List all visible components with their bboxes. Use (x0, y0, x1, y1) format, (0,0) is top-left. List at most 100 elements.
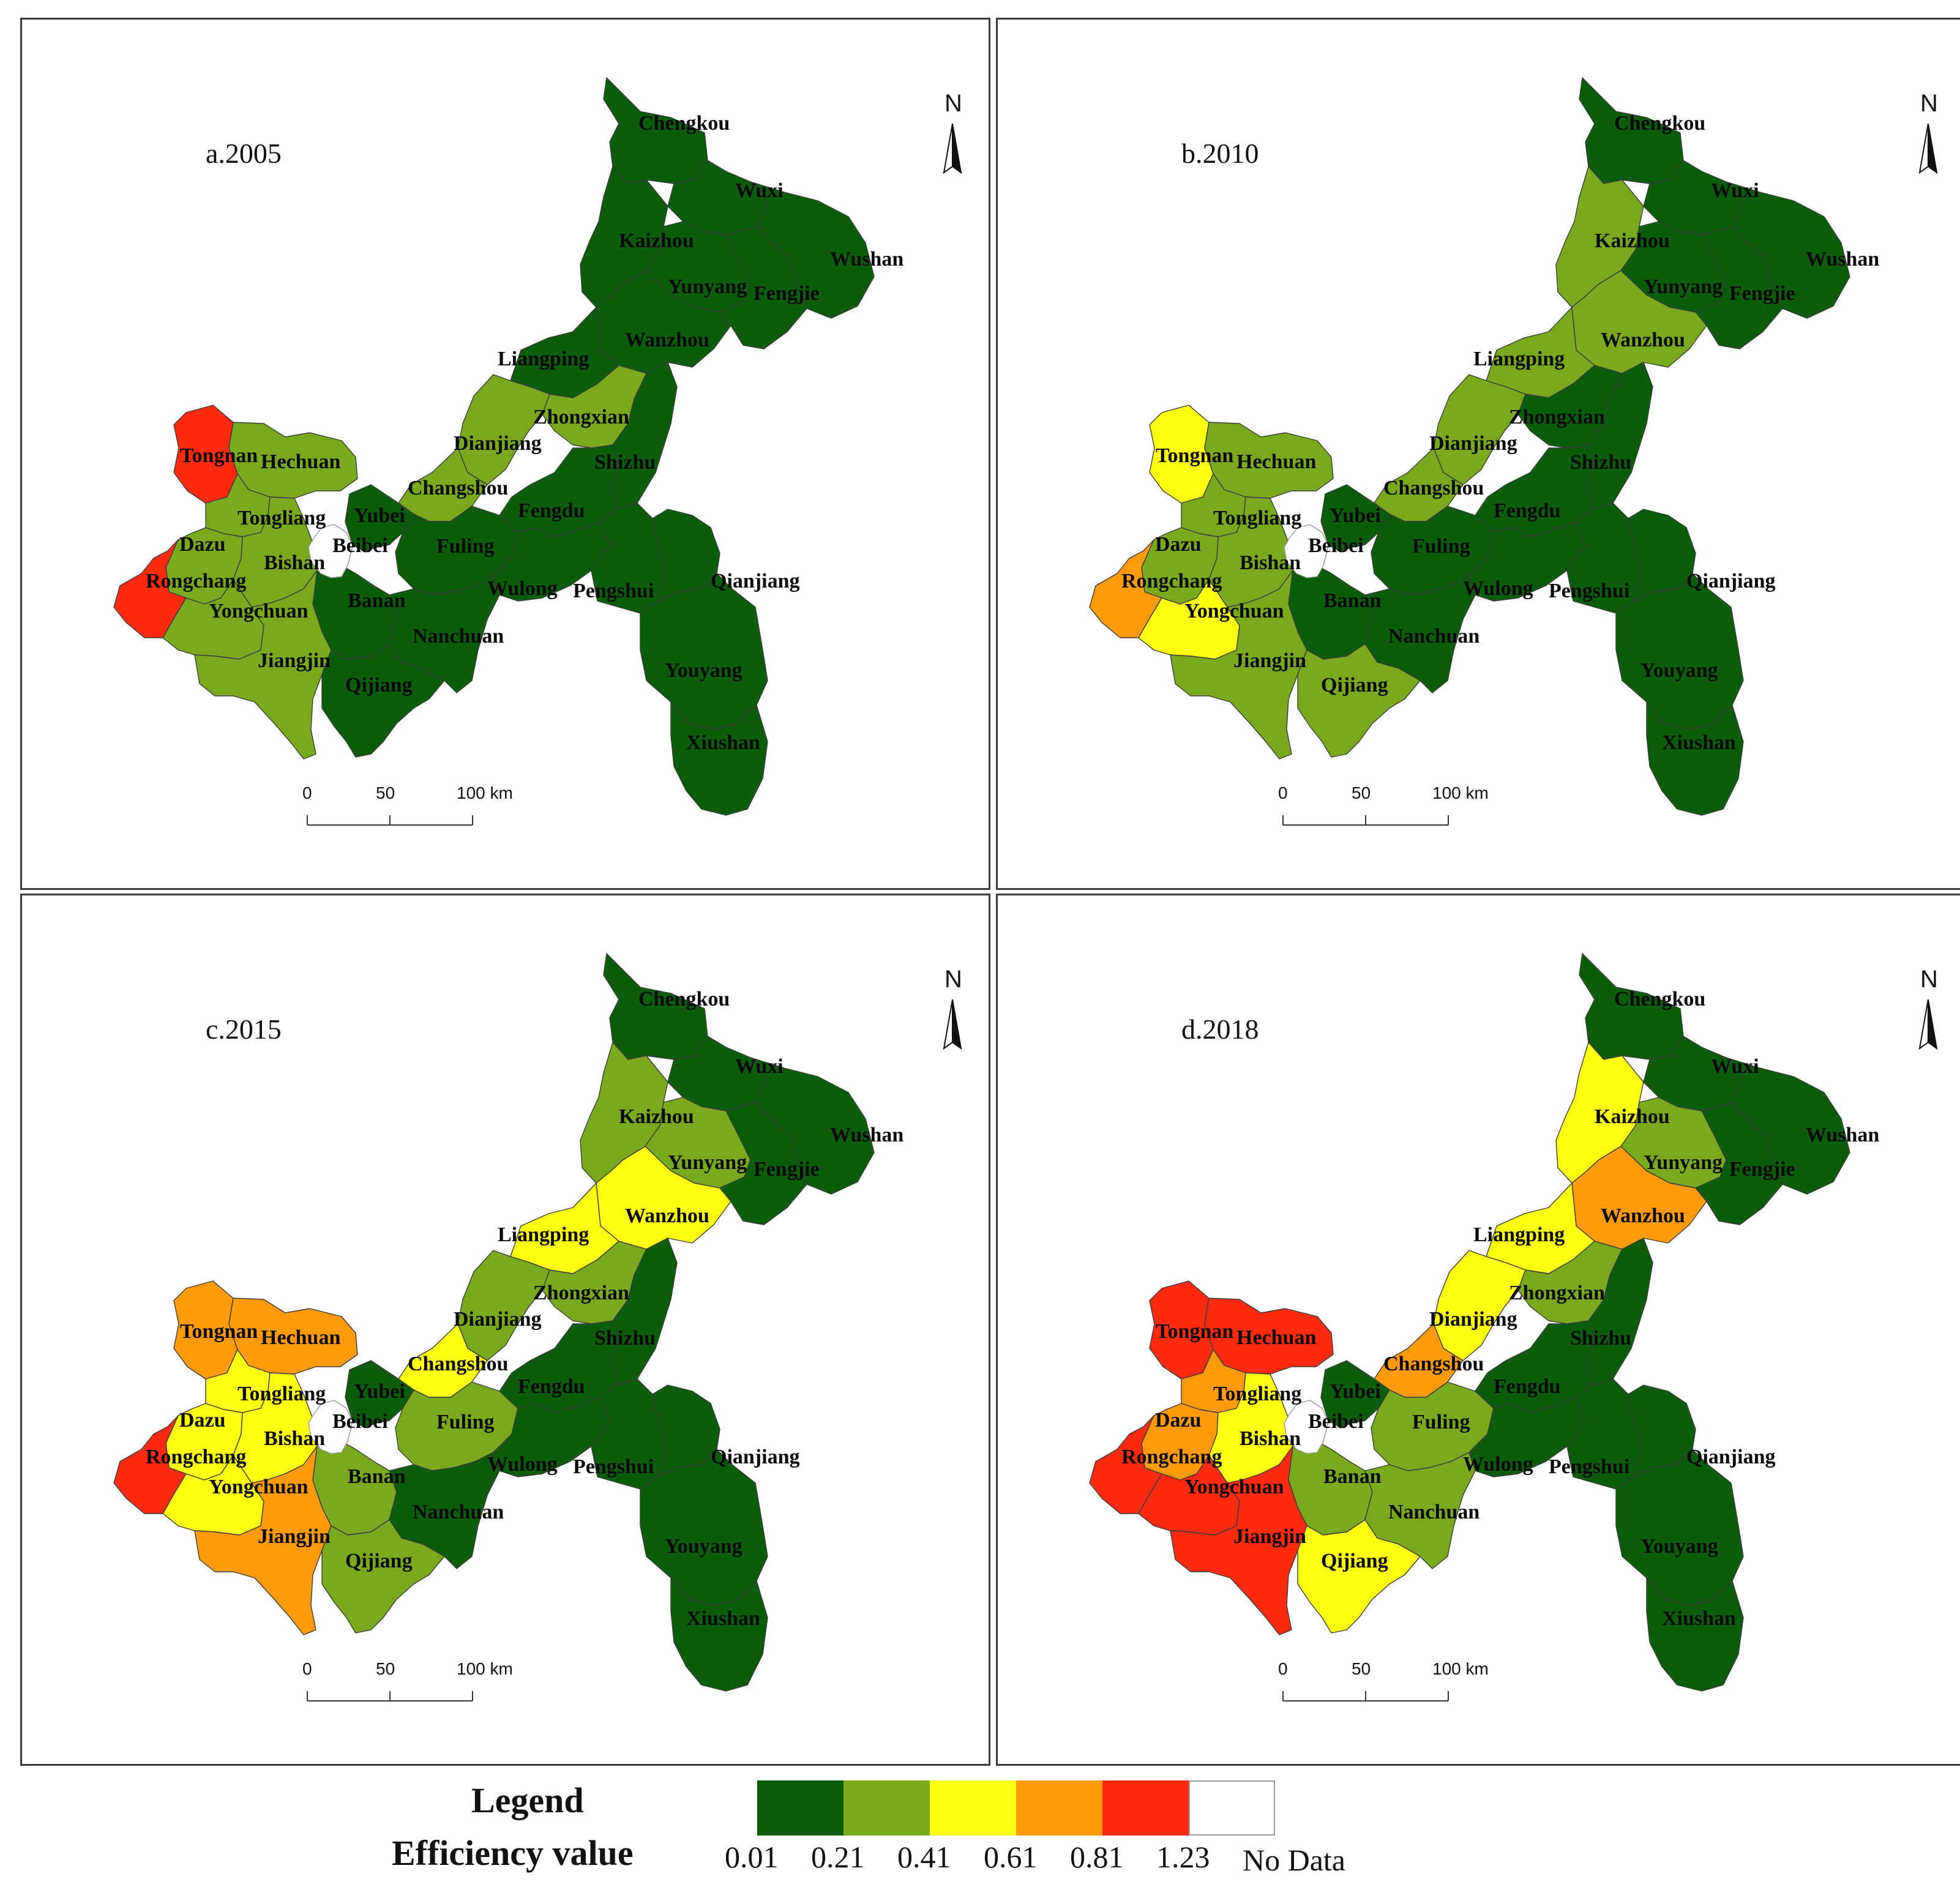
district-label: Pengshui (1549, 580, 1629, 602)
district-label: Qijiang (345, 674, 413, 697)
district-label: Banan (348, 589, 406, 612)
district-label: Rongchang (146, 1446, 246, 1468)
district-label: Shizhu (594, 451, 656, 474)
district-label: Youyang (1640, 1535, 1718, 1558)
scale-label: 50 (376, 1659, 395, 1678)
district-yubei (345, 1360, 414, 1429)
district-label: Dianjiang (1429, 432, 1517, 455)
district-label: Fengdu (518, 1375, 585, 1398)
district-label: Rongchang (1121, 570, 1222, 592)
north-label: N (944, 966, 962, 993)
district-label: Bishan (1240, 551, 1301, 574)
district-label: Rongchang (146, 570, 246, 592)
district-label: Pengshui (573, 580, 654, 602)
district-label: Zhongxian (533, 406, 629, 428)
legend-swatch (1189, 1780, 1275, 1836)
district-label: Dianjiang (454, 1308, 542, 1331)
district-label: Tongnan (180, 1320, 258, 1343)
district-label: Tongnan (180, 444, 258, 467)
legend-nodata-label: No Data (1243, 1843, 1345, 1877)
district-label: Fengjie (1729, 282, 1795, 305)
north-label: N (1920, 966, 1938, 993)
legend-swatch (1016, 1780, 1102, 1836)
north-arrow-icon (1918, 123, 1938, 174)
district-label: Banan (348, 1465, 406, 1488)
north-label: N (944, 90, 962, 117)
legend-swatch (1102, 1780, 1189, 1836)
district-label: Tongliang (1213, 507, 1301, 529)
district-label: Nanchuan (1388, 625, 1479, 648)
panel-title: b.2010 (1181, 138, 1259, 169)
district-map: Chengkou Wuxi Wushan Kaizhou Yunyang Fengjie W… (113, 953, 962, 1701)
district-label: Dianjiang (1429, 1308, 1517, 1331)
district-label: Youyang (665, 659, 742, 682)
district-xiushan (670, 701, 768, 816)
district-label: Fengdu (1494, 1375, 1561, 1398)
district-label: Pengshui (1549, 1455, 1629, 1478)
district-label: Xiushan (1662, 1607, 1736, 1630)
district-label: Beibei (332, 1410, 388, 1433)
district-urban (1284, 1400, 1329, 1454)
district-label: Fengjie (754, 1158, 820, 1181)
district-label: Xiushan (686, 731, 760, 754)
district-dianjiang (457, 374, 550, 485)
district-label: Wuxi (735, 1055, 784, 1078)
north-label: N (1920, 90, 1938, 117)
district-label: Chengkou (1614, 988, 1705, 1010)
district-fengjie (1695, 226, 1783, 349)
legend-title: Legend (471, 1780, 584, 1820)
scale-bar (1282, 1691, 1449, 1701)
district-label: Fuling (436, 1411, 494, 1433)
scale-label: 100 km (457, 783, 513, 802)
district-label: Dazu (179, 1409, 226, 1432)
district-label: Youyang (665, 1535, 742, 1558)
district-label: Yubei (1330, 504, 1381, 527)
district-urban (308, 1400, 353, 1454)
district-label: Wushan (830, 1124, 903, 1146)
district-label: Dazu (1155, 1409, 1202, 1432)
district-label: Youyang (1640, 659, 1718, 682)
district-label: Xiushan (1662, 731, 1736, 754)
district-label: Wulong (487, 1453, 558, 1476)
district-label: Qijiang (1321, 674, 1388, 697)
district-label: Fengdu (518, 499, 585, 522)
district-label: Zhongxian (533, 1282, 629, 1304)
district-label: Dazu (1155, 533, 1202, 556)
district-label: Yongchuan (1184, 1476, 1284, 1498)
district-label: Yongchuan (1184, 600, 1284, 622)
district-label: Jiangjin (258, 649, 331, 672)
district-label: Yongchuan (209, 1476, 309, 1498)
district-label: Wuxi (735, 179, 784, 202)
district-label: Yubei (1330, 1380, 1381, 1403)
district-label: Yunyang (668, 1151, 747, 1174)
district-label: Yubei (354, 1380, 405, 1403)
district-label: Qijiang (345, 1550, 413, 1572)
district-label: Liangping (498, 348, 589, 370)
district-label: Jiangjin (258, 1525, 331, 1548)
district-label: Wulong (1463, 577, 1533, 600)
district-label: Xiushan (686, 1607, 760, 1630)
district-qijiang (321, 1519, 445, 1634)
district-label: Liangping (1473, 348, 1565, 370)
district-label: Changshou (1383, 1353, 1484, 1375)
district-label: Hechuan (261, 1326, 340, 1349)
district-label: Yunyang (668, 275, 747, 298)
district-label: Hechuan (1236, 1326, 1316, 1349)
legend-break-label: 0.01 (725, 1840, 779, 1874)
district-label: Wushan (830, 248, 903, 271)
panel-title: a.2005 (206, 138, 282, 169)
district-label: Liangping (498, 1223, 589, 1246)
district-label: Jiangjin (1233, 649, 1306, 672)
district-dianjiang (1433, 1250, 1526, 1361)
district-label: Bishan (1240, 1427, 1301, 1450)
district-label: Beibei (1308, 1410, 1364, 1433)
scale-label: 100 km (457, 1659, 513, 1678)
district-label: Dazu (179, 533, 226, 556)
north-arrow-icon (1918, 999, 1938, 1050)
north-arrow-icon (943, 123, 962, 174)
district-yubei (1320, 1360, 1390, 1429)
map-panel: Chengkou Wuxi Wushan Kaizhou Yunyang Fengjie W… (20, 18, 990, 890)
scale-label: 50 (376, 783, 395, 802)
district-label: Kaizhou (619, 230, 694, 252)
district-label: Wuxi (1711, 179, 1759, 202)
